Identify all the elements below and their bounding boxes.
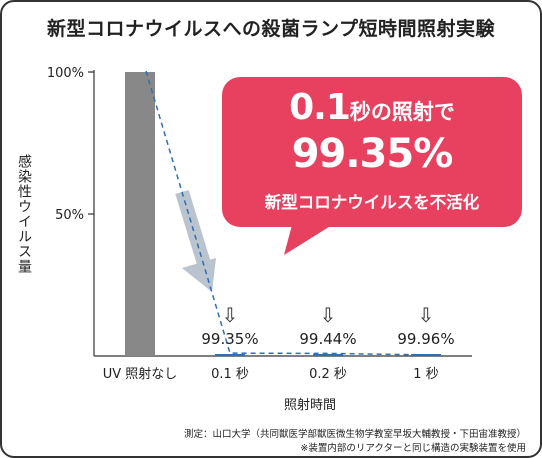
footnote: ※装置内部のリアクターと同じ構造の実験装置を使用 [300,443,526,454]
callout-bubble: 0.1秒の照射で 99.35% 新型コロナウイルスを不活化 [222,77,522,255]
source-note: 測定：山口大学（共同獣医学部獣医微生物学教室早坂大輔教授・下田宙准教授） [183,429,526,440]
reduction-arrow: ⇩ [222,303,239,327]
bar [313,354,343,356]
reduction-label: 99.44% [299,330,356,348]
reduction-label: 99.96% [397,330,454,348]
x-tick-label: 0.2 秒 [309,367,347,382]
reduction-arrow: ⇩ [320,303,337,327]
x-axis-label: 照射時間 [283,398,336,413]
bar [215,354,245,356]
trend-line [145,70,427,356]
y-tick-label: 50% [55,208,84,223]
callout-time: 0.1 [289,87,351,128]
chart-title: 新型コロナウイルスへの殺菌ランプ短時間照射実験 [47,18,495,40]
bar [125,72,155,356]
chart-marks: 100% 50% ⇩ 99.35% ⇩ 99.44% ⇩ 99.96% UV 照射なし 0.1 秒… [47,66,472,382]
callout-shape [222,77,522,255]
reduction-arrow: ⇩ [418,303,435,327]
bar [411,354,441,356]
callout-headline: 0.1秒の照射で [222,87,522,128]
callout-percent: 99.35% [291,131,454,177]
trend-arrow-head [182,258,216,292]
callout-text: 新型コロナウイルスを不活化 [264,193,480,212]
callout-suffix: 秒の照射で [349,100,455,124]
reduction-label: 99.35% [201,330,258,348]
x-tick-label: UV 照射なし [103,366,178,382]
y-tick-label: 100% [47,66,84,81]
y-axis-label: 感染性ウイルス量 [16,154,32,274]
x-tick-label: 0.1 秒 [211,367,249,382]
x-tick-label: 1 秒 [413,367,438,382]
